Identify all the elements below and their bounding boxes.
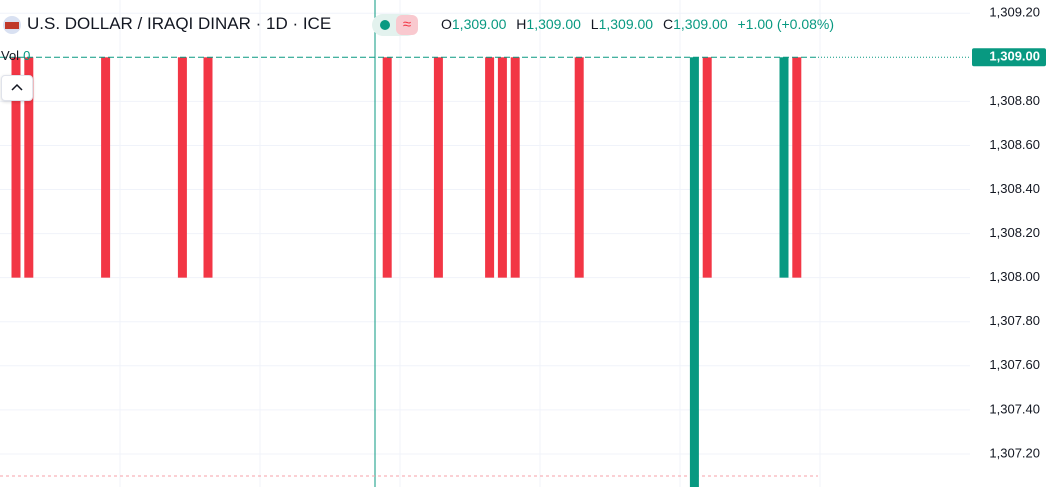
legend-key: C: [662, 16, 674, 32]
volume-value: 0: [23, 48, 31, 63]
y-tick-label: 1,309.20: [989, 5, 1040, 20]
last-price-label: 1,309.00: [989, 49, 1040, 64]
legend-change: +1.00 (+0.08%): [737, 16, 835, 32]
y-tick-label: 1,308.20: [989, 225, 1040, 240]
candle-body: [101, 57, 111, 278]
price-axis: [971, 0, 1052, 487]
candle-body: [203, 57, 213, 278]
legend-key: H: [516, 16, 527, 32]
y-tick-label: 1,308.00: [989, 269, 1040, 284]
chevron: [11, 83, 23, 91]
candle-body: [702, 57, 712, 278]
y-tick-label: 1,308.60: [989, 137, 1040, 152]
candle-body: [779, 57, 789, 278]
candle-body: [792, 57, 802, 278]
symbol-title: U.S. DOLLAR / IRAQI DINAR · 1D · ICE: [27, 14, 332, 33]
ohlc-legend: O1,309.00 H1,309.00 L1,309.00 C1,309.00 …: [441, 16, 840, 32]
legend-value: 1,309.00: [673, 16, 728, 32]
y-tick-label: 1,307.60: [989, 357, 1040, 372]
candle-body: [485, 57, 495, 278]
collapse-button[interactable]: [1, 75, 33, 101]
y-tick-label: 1,307.20: [989, 445, 1040, 460]
y-tick-label: 1,307.40: [989, 401, 1040, 416]
candle-body: [433, 57, 443, 278]
candle-body: [382, 57, 392, 278]
candle-body: [497, 57, 507, 278]
candle-body: [11, 57, 21, 278]
volume-legend: Vol 0: [1, 48, 30, 63]
y-tick-label: 1,307.80: [989, 313, 1040, 328]
candle-body: [574, 57, 584, 278]
legend-key: L: [590, 16, 599, 32]
legend-value: 1,309.00: [526, 16, 581, 32]
volume-label: Vol: [1, 48, 20, 63]
y-tick-label: 1,308.80: [989, 93, 1040, 108]
legend-value: 1,309.00: [451, 16, 507, 32]
candle-body: [177, 57, 187, 278]
candle-body: [24, 57, 34, 278]
legend-value: 1,309.00: [598, 16, 654, 32]
last-price-tag: [972, 48, 1046, 67]
candle-body: [689, 57, 699, 487]
y-tick-label: 1,308.40: [989, 181, 1040, 196]
candle-body: [510, 57, 520, 278]
legend-key: O: [441, 16, 452, 32]
